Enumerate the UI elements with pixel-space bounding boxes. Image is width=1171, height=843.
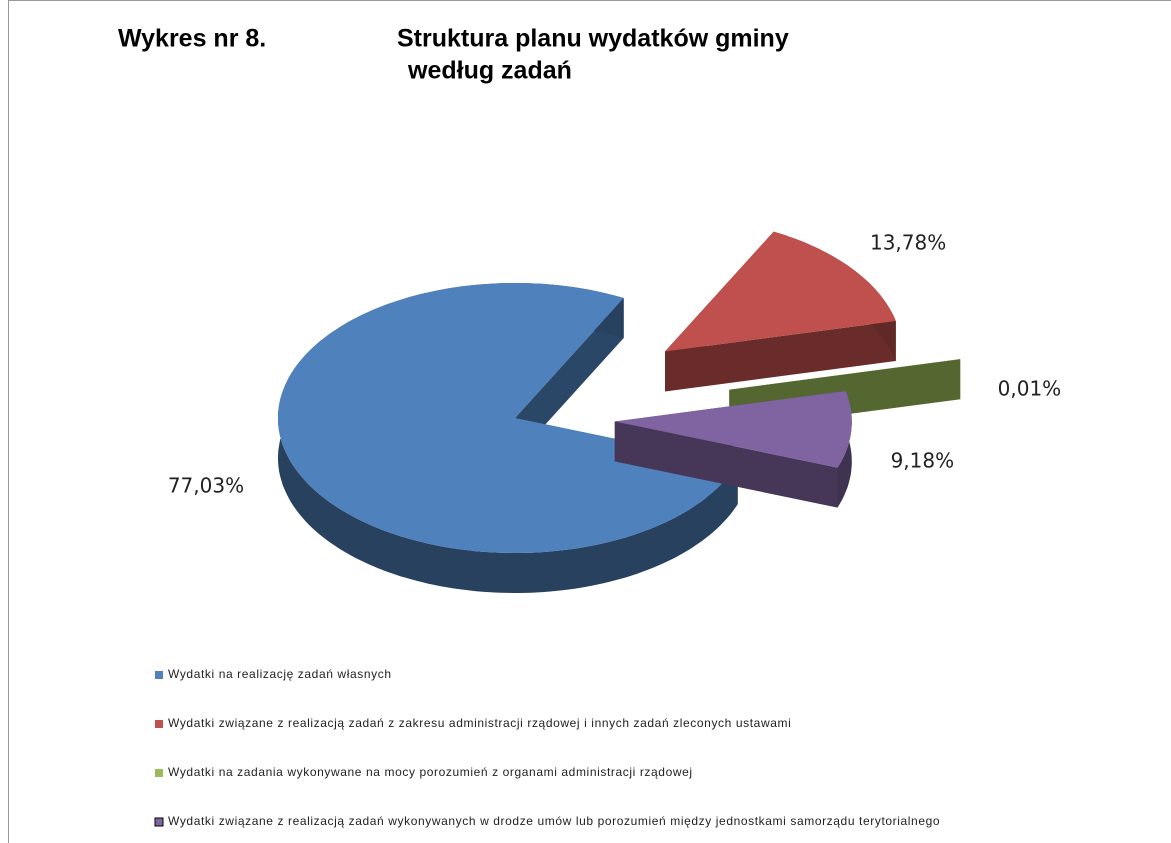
- value-label: 77,03%: [168, 473, 244, 497]
- chart-title: według zadań: [407, 57, 572, 85]
- slice-cut-face: [515, 298, 624, 458]
- slice: [665, 231, 896, 352]
- slice: [278, 283, 738, 553]
- chart-label: Wykres nr 8.: [118, 25, 266, 53]
- value-label: 13,78%: [870, 230, 946, 254]
- chart-frame: [8, 0, 1171, 843]
- legend-label: Wydatki związane z realizacją zadań wyko…: [168, 814, 940, 828]
- value-label: 9,18%: [891, 449, 955, 473]
- legend-swatch: [155, 769, 163, 777]
- value-label: 0,01%: [998, 376, 1062, 400]
- legend-label: Wydatki na zadania wykonywane na mocy po…: [168, 765, 693, 779]
- slice-cut-face: [665, 321, 896, 392]
- legend-label: Wydatki na realizację zadań własnych: [168, 667, 392, 681]
- legend-label: Wydatki związane z realizacją zadań z za…: [168, 716, 791, 730]
- slice: [729, 359, 961, 390]
- slice: [614, 391, 852, 468]
- legend-swatch: [154, 817, 164, 827]
- legend-swatch: [155, 720, 163, 728]
- slice-cut-face: [614, 421, 838, 508]
- chart-title: Struktura planu wydatków gminy: [397, 25, 789, 53]
- legend-swatch: [155, 671, 163, 679]
